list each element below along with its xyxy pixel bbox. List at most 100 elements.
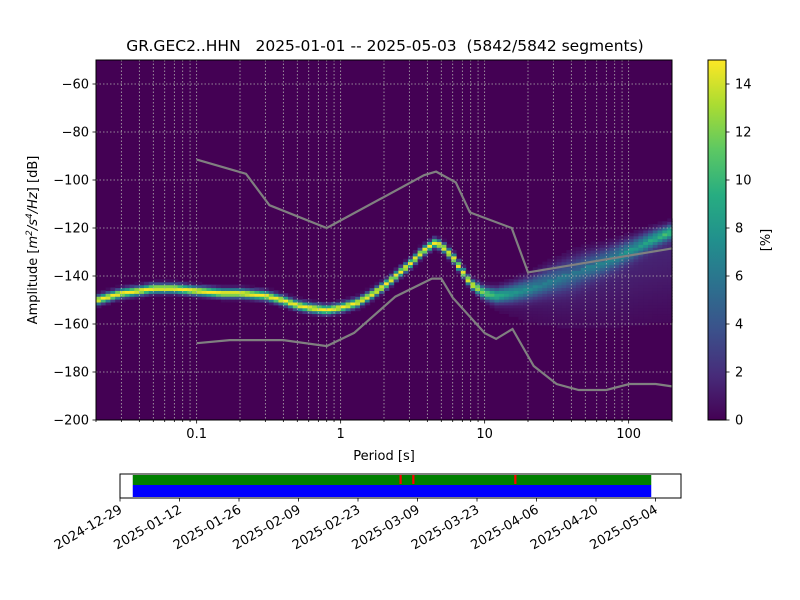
heatmap-cell — [561, 307, 567, 312]
heatmap-cell — [216, 293, 222, 297]
heatmap-cell — [316, 301, 323, 306]
heatmap-cell — [523, 319, 529, 323]
heatmap-cell — [590, 261, 596, 266]
heatmap-cell — [417, 258, 423, 263]
heatmap-cell — [638, 290, 644, 294]
heatmap-cell — [580, 273, 587, 277]
heatmap-cell — [566, 273, 572, 277]
heatmap-cell — [547, 310, 553, 315]
heatmap-cell — [384, 281, 390, 286]
heatmap-cell — [115, 293, 121, 297]
heatmap-cell — [667, 232, 673, 237]
heatmap-cell — [657, 276, 663, 280]
heatmap-cell — [494, 284, 500, 289]
heatmap-cell — [604, 299, 611, 303]
heatmap-cell — [600, 322, 606, 326]
heatmap-cell — [211, 290, 217, 294]
heatmap-cell — [528, 296, 534, 300]
heatmap-cell — [350, 307, 356, 312]
heatmap-cell — [153, 293, 159, 297]
heatmap-cell — [100, 290, 107, 294]
heatmap-cell — [628, 284, 635, 289]
heatmap-cell — [537, 301, 543, 306]
heatmap-cell — [566, 276, 572, 280]
heatmap-cell — [561, 267, 567, 271]
heatmap-cell — [624, 322, 630, 326]
heatmap-cell — [638, 319, 644, 323]
heatmap-cell — [480, 293, 486, 297]
heatmap-cell — [465, 273, 471, 277]
heatmap-cell — [537, 316, 543, 320]
heatmap-cell — [523, 278, 529, 283]
heatmap-cell — [504, 307, 510, 312]
heatmap-cell — [139, 281, 145, 286]
heatmap-cell — [643, 313, 649, 317]
heatmap-cell — [604, 264, 611, 268]
heatmap-cell — [595, 281, 601, 286]
heatmap-cell — [537, 284, 543, 289]
heatmap-cell — [240, 284, 246, 289]
heatmap-cell — [614, 270, 620, 274]
heatmap-cell — [139, 296, 145, 300]
heatmap-cell — [441, 238, 447, 243]
heatmap-cell — [662, 281, 668, 286]
heatmap-cell — [576, 252, 582, 257]
heatmap-cell — [110, 290, 116, 294]
chart-title: GR.GEC2..HHN 2025-01-01 -- 2025-05-03 (5… — [126, 37, 643, 55]
heatmap-cell — [648, 290, 654, 294]
heatmap-cell — [230, 287, 236, 291]
heatmap-cell — [571, 261, 577, 266]
heatmap-cell — [552, 267, 558, 271]
heatmap-cell — [657, 252, 663, 257]
heatmap-cell — [633, 287, 639, 291]
heatmap-cell — [643, 244, 649, 248]
heatmap-cell — [604, 307, 611, 312]
heatmap-cell — [667, 290, 673, 294]
heatmap-cell — [638, 273, 644, 277]
heatmap-cell — [590, 267, 596, 271]
heatmap-cell — [403, 261, 409, 266]
heatmap-cell — [652, 258, 659, 263]
heatmap-cell — [566, 267, 572, 271]
heatmap-cell — [600, 281, 606, 286]
heatmap-cell — [384, 287, 390, 291]
heatmap-cell — [480, 281, 486, 286]
heatmap-cell — [638, 270, 644, 274]
heatmap-cell — [580, 293, 587, 297]
heatmap-cell — [619, 267, 625, 271]
heatmap-cell — [456, 261, 462, 266]
heatmap-cell — [100, 301, 107, 306]
heatmap-cell — [264, 301, 270, 306]
heatmap-cell — [614, 250, 620, 254]
heatmap-cell — [292, 301, 299, 306]
heatmap-cell — [240, 290, 246, 294]
heatmap-cell — [619, 319, 625, 323]
heatmap-cell — [566, 313, 572, 317]
heatmap-cell — [484, 290, 491, 294]
heatmap-cell — [321, 313, 327, 317]
heatmap-cell — [153, 278, 159, 283]
colorbar-gradient — [707, 59, 727, 421]
heatmap-cell — [537, 287, 543, 291]
heatmap-cell — [628, 313, 635, 317]
heatmap-cell — [129, 284, 135, 289]
heatmap-cell — [379, 287, 385, 291]
heatmap-cell — [278, 290, 284, 294]
heatmap-cell — [580, 278, 587, 283]
heatmap-cell — [624, 267, 630, 271]
heatmap-cell — [561, 276, 567, 280]
heatmap-cell — [585, 293, 591, 297]
heatmap-cell — [537, 264, 543, 268]
heatmap-cell — [571, 255, 577, 260]
heatmap-cell — [614, 313, 620, 317]
heatmap-cell — [561, 252, 567, 257]
heatmap-cell — [268, 287, 275, 291]
heatmap-cell — [244, 287, 251, 291]
heatmap-cell — [638, 250, 644, 254]
heatmap-cell — [604, 244, 611, 248]
heatmap-cell — [600, 241, 606, 245]
heatmap-cell — [547, 304, 553, 309]
heatmap-cell — [96, 293, 102, 297]
noise-model-layer — [196, 158, 673, 392]
heatmap-cell — [422, 255, 428, 260]
